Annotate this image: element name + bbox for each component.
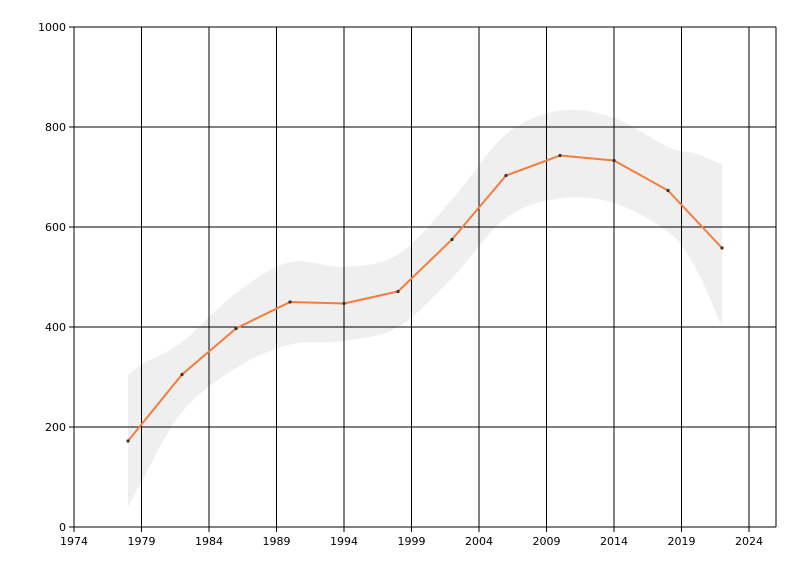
- tick-label-layer: 1974 1979 1984 1989 1994 1999 2004 2009 2014 2019…: [38, 21, 763, 548]
- confidence-band-layer: [128, 109, 722, 508]
- x-tick-label-1994: 1994: [330, 535, 358, 548]
- data-point-2010: [558, 153, 562, 158]
- x-tick-label-2014: 2014: [600, 535, 628, 548]
- grid-layer: [74, 26, 777, 527]
- x-tick-label-1999: 1999: [398, 535, 426, 548]
- x-tick-label-2024: 2024: [735, 535, 763, 548]
- x-tick-label-1984: 1984: [195, 535, 223, 548]
- data-point-1978: [126, 439, 130, 443]
- x-tick-label-2009: 2009: [533, 535, 561, 548]
- series-line-0: [127, 154, 723, 442]
- data-point-1982: [180, 372, 184, 377]
- confidence-band: [128, 109, 722, 508]
- data-point-1990: [288, 300, 292, 304]
- x-tick-label-2004: 2004: [465, 535, 493, 548]
- y-tick-label-800: 800: [45, 121, 66, 134]
- data-point-1994: [342, 301, 346, 306]
- x-tick-label-1989: 1989: [263, 535, 291, 548]
- x-tick-label-2019: 2019: [668, 535, 696, 548]
- data-point-2022: [720, 246, 724, 250]
- data-point-2002: [450, 237, 454, 242]
- y-tick-label-600: 600: [45, 221, 66, 234]
- data-point-1986: [234, 326, 238, 331]
- data-point-2014: [612, 158, 616, 163]
- data-point-2006: [504, 173, 508, 178]
- y-tick-label-200: 200: [45, 421, 66, 434]
- x-tick-label-1974: 1974: [60, 535, 88, 548]
- y-tick-label-400: 400: [45, 321, 66, 334]
- series-layer: [126, 153, 724, 443]
- data-point-2018: [666, 188, 670, 193]
- y-tick-label-1000: 1000: [38, 21, 66, 34]
- x-tick-label-1979: 1979: [128, 535, 156, 548]
- y-tick-label-0: 0: [59, 521, 66, 534]
- axis-layer: [69, 26, 776, 532]
- data-point-1998: [396, 289, 400, 294]
